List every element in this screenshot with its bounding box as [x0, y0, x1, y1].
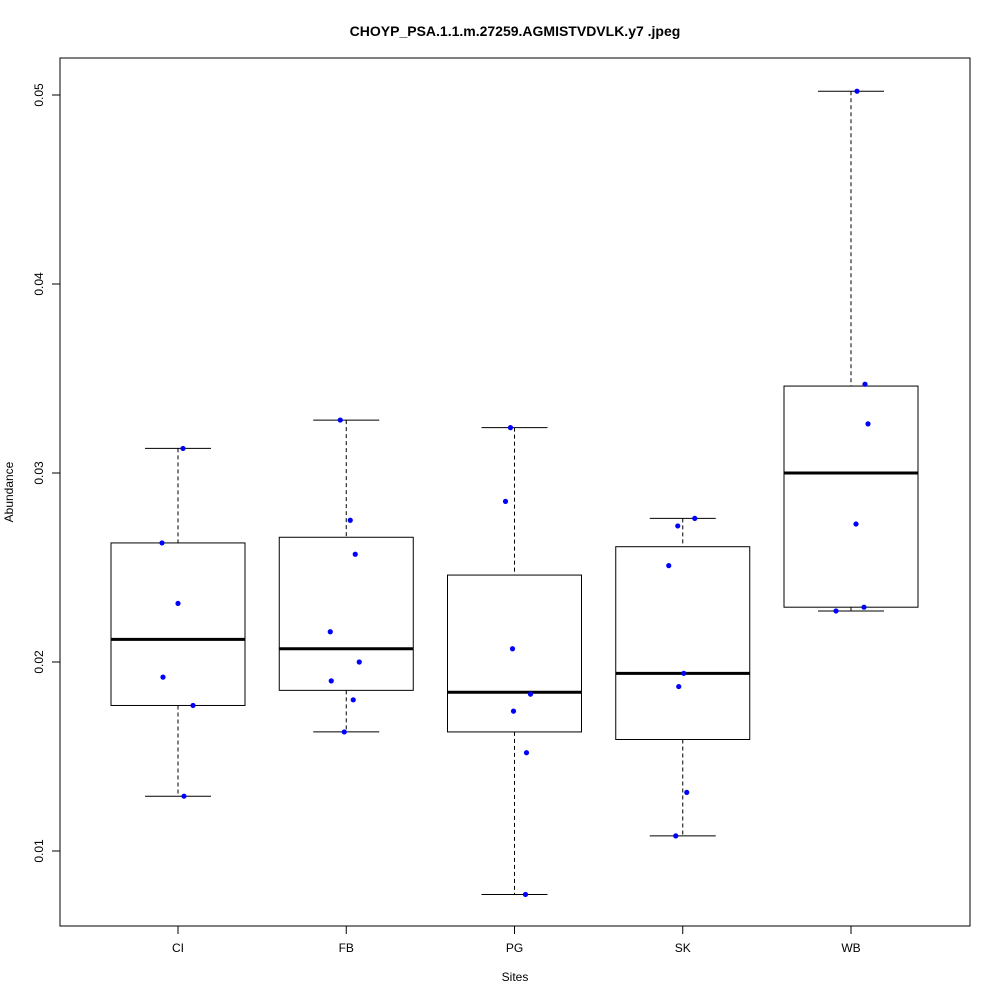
data-point: [861, 604, 867, 610]
data-point: [159, 540, 165, 546]
data-point: [181, 793, 187, 799]
data-point: [190, 702, 196, 709]
y-tick-label: 0.05: [32, 83, 46, 107]
box-ci: [110, 542, 246, 706]
data-point: [684, 789, 690, 796]
data-point: [675, 523, 681, 529]
box-wb: [783, 385, 919, 608]
data-point: [160, 674, 166, 680]
data-point: [865, 421, 871, 427]
data-point: [341, 729, 347, 735]
data-point: [175, 600, 181, 607]
data-point: [502, 498, 509, 504]
data-point: [854, 88, 860, 94]
data-point: [527, 691, 534, 697]
data-point: [180, 445, 186, 452]
data-point: [681, 670, 687, 676]
box-pg: [447, 574, 582, 733]
data-point: [328, 678, 334, 684]
data-point: [356, 659, 362, 665]
data-point: [522, 891, 529, 898]
box-sk: [615, 546, 751, 740]
data-point: [676, 683, 682, 690]
data-point: [509, 646, 516, 652]
x-tick-label: WB: [841, 941, 860, 955]
data-point: [507, 425, 514, 431]
x-tick-label: CI: [172, 941, 184, 955]
data-point: [673, 833, 679, 839]
data-point: [862, 381, 868, 387]
data-point: [666, 563, 672, 569]
data-point: [510, 708, 517, 714]
x-tick-label: PG: [506, 941, 523, 955]
x-tick-label: FB: [339, 941, 354, 955]
data-point: [853, 521, 859, 527]
y-tick-label: 0.02: [32, 650, 46, 674]
y-axis-label: Abundance: [2, 461, 16, 522]
data-point: [523, 750, 530, 756]
x-axis-label: Sites: [502, 970, 529, 984]
data-point: [337, 417, 343, 423]
data-point: [347, 517, 353, 523]
chart-title: CHOYP_PSA.1.1.m.27259.AGMISTVDVLK.y7 .jp…: [350, 23, 681, 39]
data-point: [327, 629, 333, 635]
data-point: [692, 515, 698, 521]
y-tick-label: 0.01: [32, 839, 46, 863]
x-tick-label: SK: [675, 941, 691, 955]
y-tick-label: 0.04: [32, 272, 46, 296]
data-point: [350, 697, 356, 703]
data-point: [833, 608, 839, 614]
y-tick-label: 0.03: [32, 461, 46, 485]
box-fb: [278, 536, 414, 691]
data-point: [352, 551, 358, 557]
